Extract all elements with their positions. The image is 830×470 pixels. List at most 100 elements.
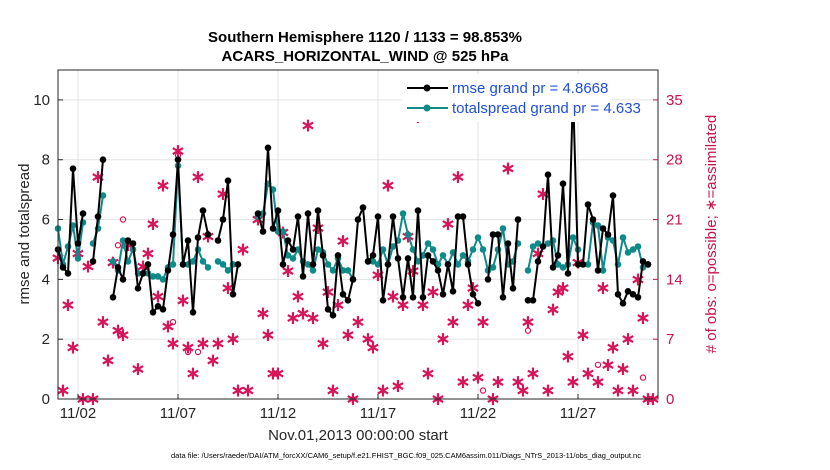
rmse-point [524,297,532,304]
obs-assimilated-point: ∗ [630,268,646,290]
axis-ticks: 11/02 11/07 11/12 11/17 11/22 11/27 0 2 4 6 8 10 0 7 1… [33,92,682,422]
obs-assimilated-point: ∗ [620,328,636,350]
obs-assimilated-point: ∗ [285,307,301,329]
obs-possible-point [639,374,647,381]
totalspread-point [624,249,632,256]
obs-assimilated-point: ∗ [600,354,616,376]
rmse-point [324,306,332,313]
obs-assimilated-point: ∗ [110,320,126,342]
totalspread-point [439,252,447,259]
totalspread-point [474,234,482,241]
y-axis-label-left: rmse and totalspread [16,164,33,305]
rmse-point [454,213,462,220]
obs-assimilated-point: ∗ [325,380,341,402]
plot-area: ∗∗∗∗∗∗∗∗∗∗∗∗∗∗∗∗∗∗∗∗∗∗∗∗∗∗∗∗∗∗∗∗∗∗∗∗∗∗∗∗… [33,69,683,422]
obs-assimilated-point: ∗ [560,345,576,367]
totalspread-point [284,252,292,259]
totalspread-point [154,273,162,280]
rmse-point [274,207,282,214]
rmse-point [134,285,142,292]
obs-assimilated-point: ∗ [625,380,641,402]
obs-assimilated-point: ∗ [260,324,276,346]
totalspread-point [119,237,127,244]
totalspread-point [454,261,462,268]
rmse-point [599,225,607,232]
legend-label-spread: totalspread grand pr = 4.633 [452,100,641,117]
totalspread-point [159,276,167,283]
obs-assimilated-point: ∗ [545,298,561,320]
rmse-point [59,264,67,271]
y-tick-label-right: 14 [666,271,683,288]
chart-title-line1: Southern Hemisphere 1120 / 1133 = 98.853… [208,29,522,46]
y-tick-label-right: 7 [666,331,674,348]
chart-title-line2: ACARS_HORIZONTAL_WIND @ 525 hPa [222,48,510,65]
rmse-point [189,309,197,316]
totalspread-point [379,246,387,253]
rmse-point [544,171,552,178]
obs-assimilated-point: ∗ [100,350,116,372]
rmse-point [194,234,202,241]
obs-assimilated-point: ∗ [235,239,251,261]
obs-assimilated-point: ∗ [165,333,181,355]
obs-assimilated-point: ∗ [205,350,221,372]
obs-assimilated-point: ∗ [375,380,391,402]
totalspread-point [429,246,437,253]
rmse-point [394,255,402,262]
rmse-point [94,213,102,220]
totalspread-point [409,246,417,253]
legend-marker-rmse [423,84,431,92]
y-tick-label-left: 4 [42,271,50,288]
totalspread-point [344,267,352,274]
rmse-point [144,261,152,268]
totalspread-point [599,267,607,274]
x-tick-label: 11/22 [460,405,496,422]
rmse-point [359,204,367,211]
rmse-point [614,291,622,298]
totalspread-point [219,261,227,268]
rmse-point [234,261,242,268]
obs-assimilated-point: ∗ [615,358,631,380]
rmse-point [219,216,227,223]
obs-assimilated-point: ∗ [490,371,506,393]
obs-assimilated-point: ∗ [360,328,376,350]
rmse-point [554,252,562,259]
totalspread-point [74,255,82,262]
rmse-point [304,210,312,217]
rmse-point [514,216,522,223]
obs-assimilated-point: ∗ [155,174,171,196]
y-axis-label-right: # of obs: o=possible; ∗=assimilated [703,115,720,354]
obs-assimilated-point: ∗ [340,324,356,346]
rmse-point [564,270,572,277]
totalspread-point [529,243,537,250]
obs-assimilated-point: ∗ [95,311,111,333]
rmse-point [644,261,652,268]
rmse-point [214,237,222,244]
totalspread-point [109,258,117,265]
rmse-point [609,192,617,199]
rmse-point [269,225,277,232]
rmse-point [574,261,582,268]
obs-assimilated-point: ∗ [575,324,591,346]
rmse-point [179,261,187,268]
obs-assimilated-point: ∗ [300,115,316,137]
totalspread-point [554,261,562,268]
x-tick-label: 11/12 [260,405,296,422]
obs-assimilated-point: ∗ [150,286,166,308]
rmse-point [439,291,447,298]
totalspread-point [149,273,157,280]
obs-assimilated-point: ∗ [525,362,541,384]
obs-assimilated-point: ∗ [440,213,456,235]
rmse-point [119,276,127,283]
rmse-point [409,294,417,301]
obs-assimilated-point: ∗ [320,281,336,303]
rmse-point [369,252,377,259]
rmse-point [504,240,512,247]
y-tick-label-right: 21 [666,212,683,229]
obs-possible-point [114,241,122,249]
obs-assimilated-point: ∗ [455,371,471,393]
obs-assimilated-point: ∗ [610,380,626,402]
rmse-point [169,231,177,238]
rmse-point [424,252,432,259]
obs-assimilated-point: ∗ [445,311,461,333]
rmse-point [419,294,427,301]
